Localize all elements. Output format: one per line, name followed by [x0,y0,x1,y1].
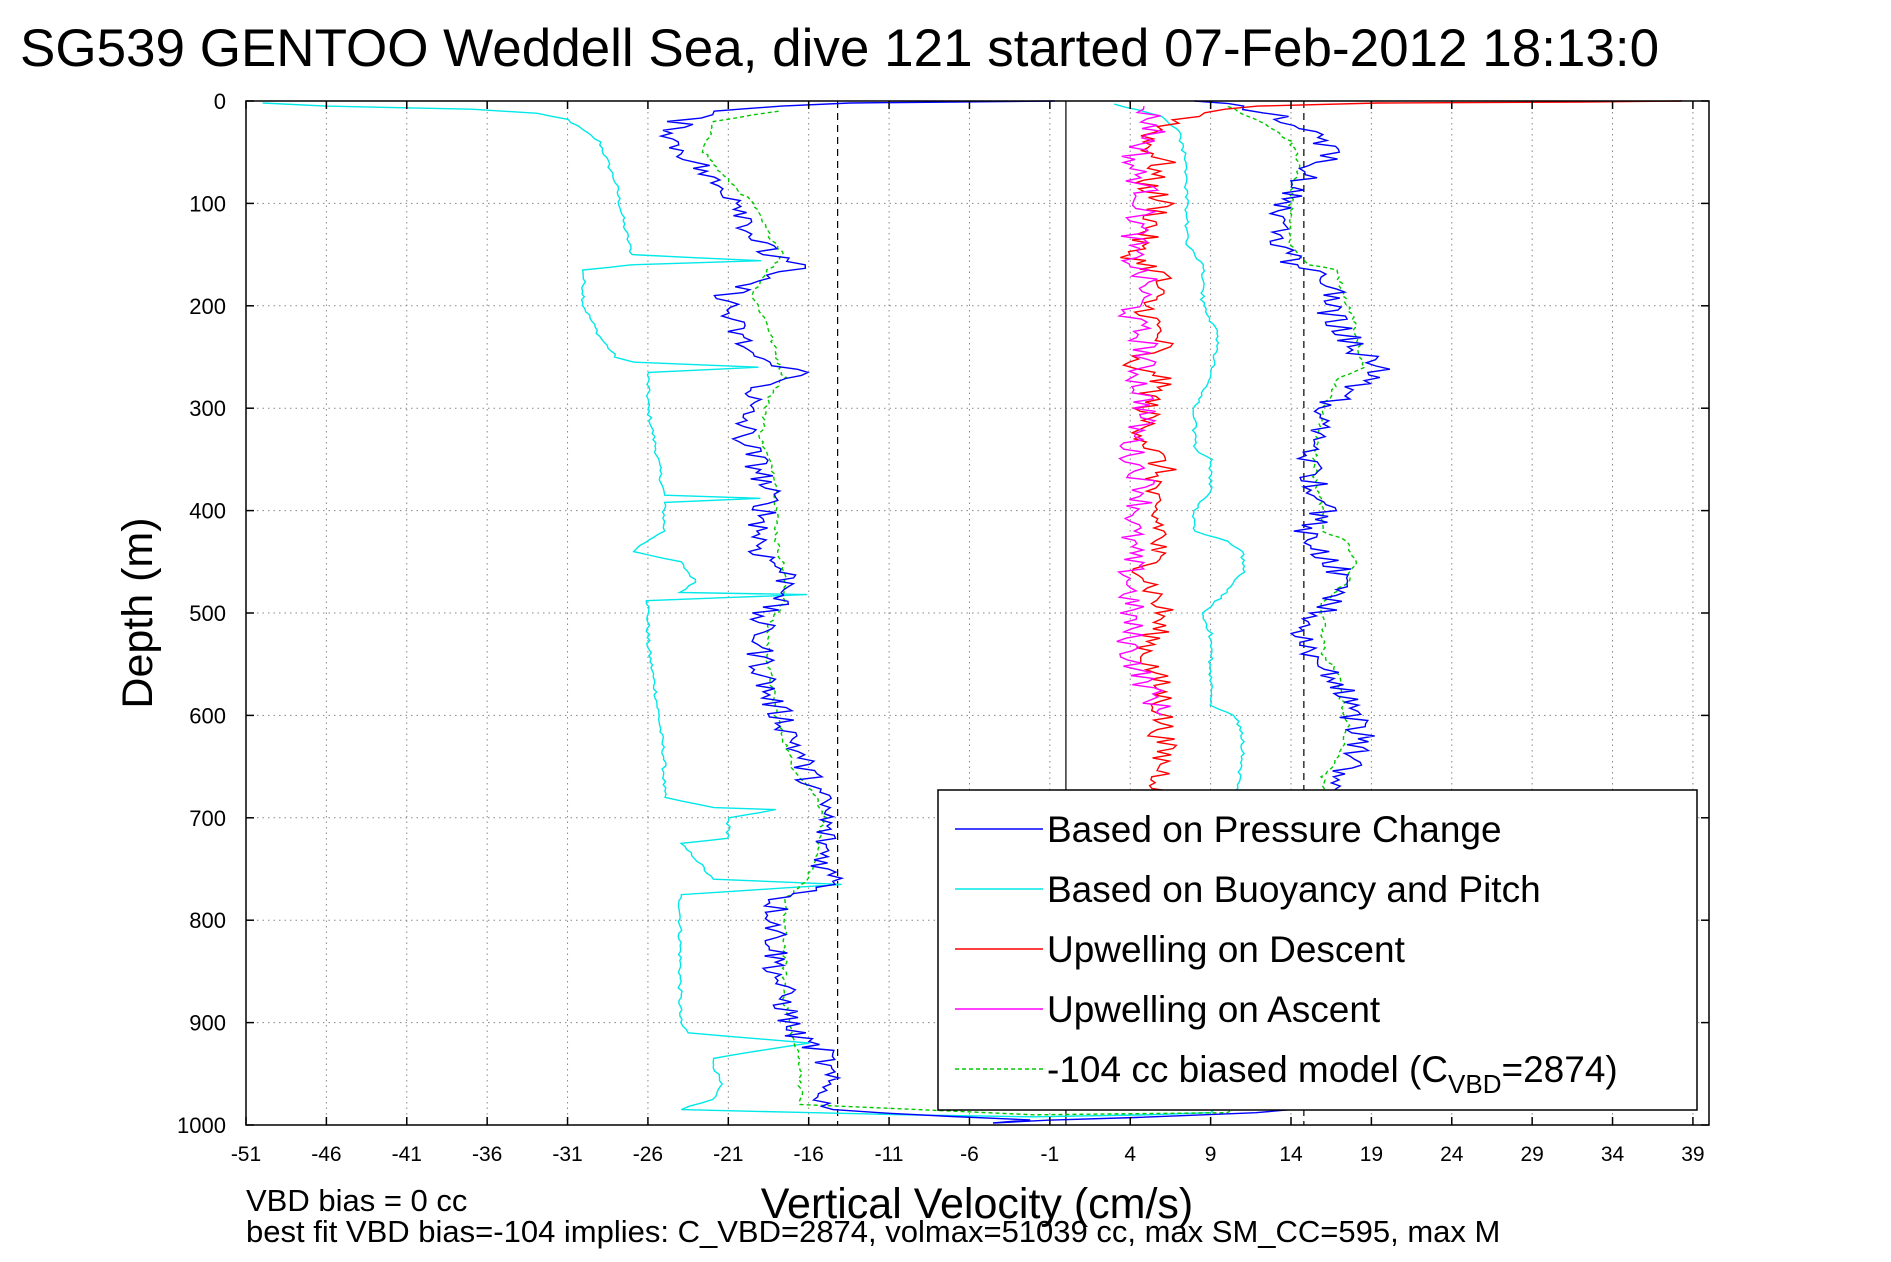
x-tick-label: 4 [1124,1143,1136,1166]
legend-label: Upwelling on Ascent [1047,989,1381,1030]
y-tick-label: 200 [189,294,226,319]
y-tick-label: 700 [189,806,226,831]
x-tick-label: -41 [392,1143,422,1166]
series-line-3 [1116,105,1171,717]
legend-label: Based on Buoyancy and Pitch [1047,869,1541,910]
y-axis-label: Depth (m) [114,517,162,708]
series-line-1 [262,102,1262,1118]
legend-label: Based on Pressure Change [1047,809,1502,850]
axis-ticks: -51 -46 -41 -36 -31 -26 -21 -16 -11 -6 -1 4 9 14 19 24 2… [177,89,1709,1166]
y-tick-label: 500 [189,601,226,626]
x-tick-label: -21 [713,1143,743,1166]
y-tick-label: 600 [189,703,226,728]
x-tick-label: -6 [960,1143,979,1166]
chart-title: SG539 GENTOO Weddell Sea, dive 121 start… [20,19,1659,78]
y-tick-label: 900 [189,1011,226,1036]
legend: Based on Pressure Change Based on Buoyanc… [937,789,1698,1111]
x-tick-label: 29 [1520,1143,1543,1166]
vbd-bias-annotation: VBD bias = 0 cc [246,1183,467,1218]
x-tick-label: 14 [1279,1143,1303,1166]
x-axis-label: Vertical Velocity (cm/s) [761,1180,1194,1228]
x-tick-label: 39 [1681,1143,1704,1166]
series-line-2 [1120,100,1682,798]
x-tick-label: -11 [875,1143,904,1166]
y-tick-label: 100 [189,191,226,216]
legend-label: -104 cc biased model (CVBD=2874) [1047,1049,1618,1099]
x-tick-label: 24 [1440,1143,1464,1166]
x-tick-label: -36 [472,1143,502,1166]
x-tick-label: 19 [1360,1143,1383,1166]
x-tick-label: -51 [231,1143,261,1166]
y-tick-label: 800 [189,908,226,933]
x-tick-label: -1 [1041,1143,1060,1166]
series-line-0 [658,100,1391,1124]
y-tick-label: 1000 [177,1113,226,1138]
x-tick-label: -46 [311,1143,341,1166]
x-tick-label: 9 [1205,1143,1217,1166]
x-tick-label: 34 [1601,1143,1625,1166]
x-tick-label: -31 [552,1143,582,1166]
x-tick-label: -16 [794,1143,824,1166]
y-tick-label: 400 [189,499,226,524]
y-tick-label: 0 [214,89,226,114]
x-tick-label: -26 [633,1143,663,1166]
best-fit-annotation: best fit VBD bias=-104 implies: C_VBD=28… [246,1214,1500,1249]
y-tick-label: 300 [189,396,226,421]
legend-label: Upwelling on Descent [1047,929,1406,970]
legend-box [937,789,1698,1111]
